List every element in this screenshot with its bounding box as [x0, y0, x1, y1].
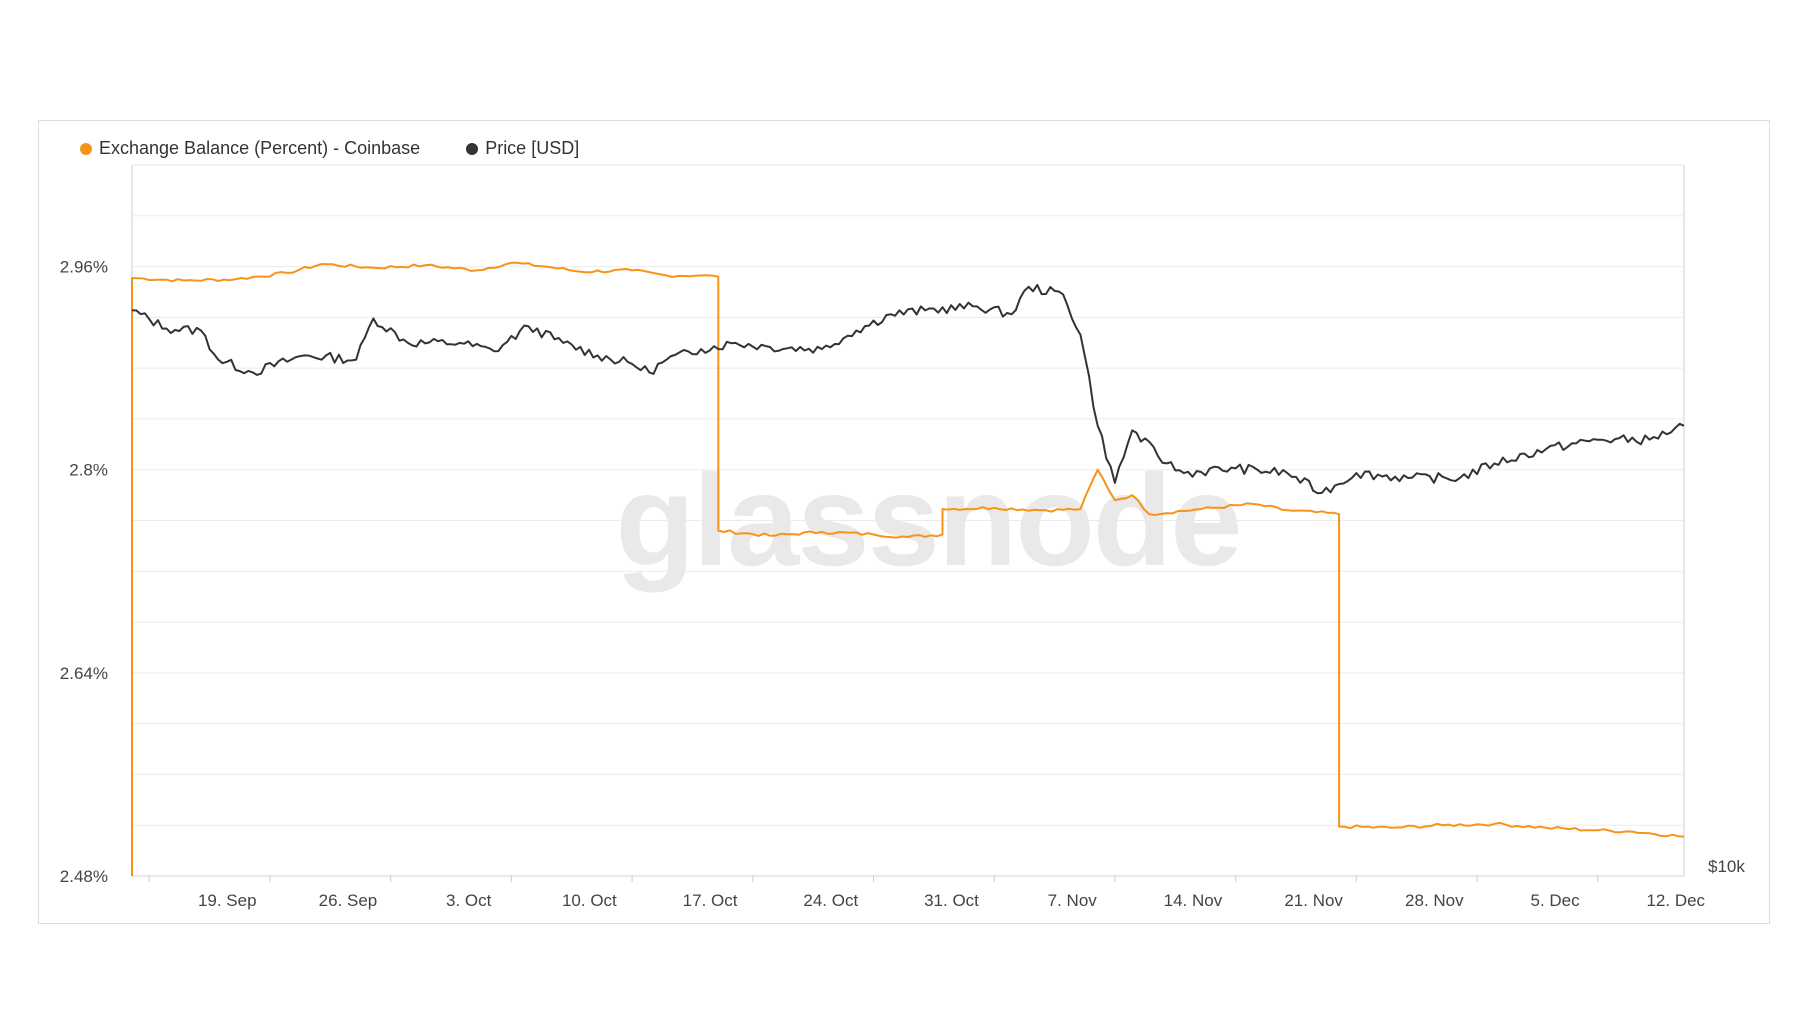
x-tick-label: 26. Sep [319, 891, 378, 910]
legend-dot-price [466, 142, 479, 155]
x-tick-label: 5. Dec [1530, 891, 1580, 910]
y-tick-label-left: 2.96% [60, 258, 108, 277]
legend-label-price: Price [USD] [485, 138, 580, 158]
x-tick-label: 10. Oct [562, 891, 617, 910]
legend-dot-balance [80, 142, 92, 155]
x-tick-label: 31. Oct [924, 891, 979, 910]
x-tick-label: 7. Nov [1048, 891, 1098, 910]
x-tick-label: 21. Nov [1284, 891, 1343, 910]
series-line-exchange-balance [131, 261, 1685, 876]
y-tick-label-left: 2.8% [69, 461, 108, 480]
chart-frame [38, 120, 1770, 924]
x-tick-label: 14. Nov [1164, 891, 1223, 910]
x-tick-label: 17. Oct [683, 891, 738, 910]
series-line-price [132, 283, 1685, 495]
y-tick-label-left: 2.48% [60, 867, 108, 886]
y-tick-label-right: $10k [1708, 857, 1745, 876]
legend-item-price[interactable]: Price [USD] [466, 138, 579, 159]
x-tick-label: 19. Sep [198, 891, 257, 910]
watermark-logo: glassnode [616, 447, 1241, 593]
legend-item-balance[interactable]: Exchange Balance (Percent) - Coinbase [80, 138, 420, 159]
y-tick-label-left: 2.64% [60, 664, 108, 683]
legend-label-balance: Exchange Balance (Percent) - Coinbase [99, 138, 421, 158]
x-tick-label: 24. Oct [803, 891, 858, 910]
x-tick-label: 28. Nov [1405, 891, 1464, 910]
chart-legend: Exchange Balance (Percent) - Coinbase Pr… [80, 138, 579, 159]
x-tick-label: 12. Dec [1646, 891, 1705, 910]
x-tick-label: 3. Oct [446, 891, 492, 910]
